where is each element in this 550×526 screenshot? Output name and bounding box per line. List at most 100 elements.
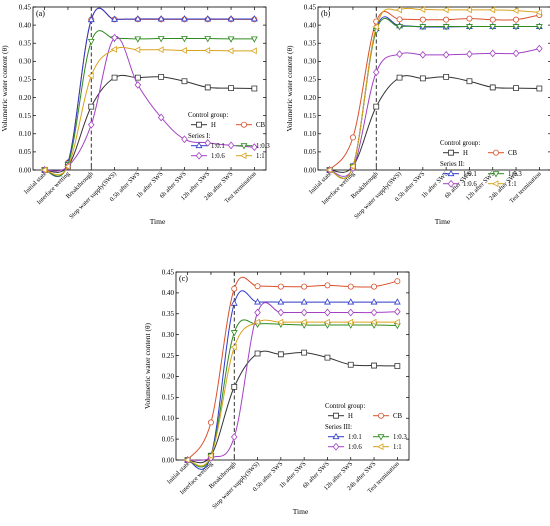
data-point-H [536,85,543,92]
legend-label-H: H [348,413,353,420]
data-point-1:1 [253,318,260,326]
data-point-1:1 [64,162,71,170]
data-point-1:0.1 [324,298,331,305]
chart-panel-2: 0.00 0.05 0.10 0.15 0.20 0.25 0.30 0.35 0.40 0.45… [285,3,550,226]
data-point-1:1 [393,318,400,326]
data-point-1:0.1 [227,15,235,22]
data-point-H [513,85,519,92]
legend-label-H: H [463,150,468,157]
data-point-CB [207,419,214,426]
data-point-1:0.1 [87,15,95,23]
legend-swatch-marker-1:0.3 [492,171,500,178]
data-point-H [371,362,377,369]
legend-label-CB: CB [508,150,518,157]
y-tick-label: 0.15 [19,112,32,120]
series-line-1:1 [187,319,398,467]
legend-label-1:0.1: 1:0.1 [348,434,362,441]
data-point-1:1 [40,166,48,174]
data-point-CB [254,283,261,290]
data-point-1:0.1 [134,15,142,22]
data-point-H [419,75,426,82]
data-point-H [251,85,258,92]
y-tick-label: 0.15 [304,112,317,120]
data-point-CB [347,283,354,290]
legend-swatch-marker-1:0.3 [240,143,248,150]
y-tick-label: 0.10 [304,130,317,138]
x-axis-title: Time [293,507,309,516]
data-point-1:0.6 [134,81,142,89]
legend-swatch-marker-CB [492,149,499,156]
data-point-1:0.1 [111,15,118,22]
y-tick-label: 0.30 [19,58,32,66]
data-point-1:1 [230,343,237,351]
legend-swatch-marker-CB [240,121,247,128]
legend-group-series: Series I: [188,133,211,140]
legend-group-control: Control group: [440,140,480,147]
legend-swatch-marker-1:0.1 [332,432,340,440]
x-axis-title: Time [150,217,166,226]
data-point-1:1 [395,6,402,14]
data-point-H [373,103,380,110]
legend-swatch-marker-1:1 [492,180,499,188]
legend-label-1:0.3: 1:0.3 [508,171,522,178]
legend: Control group: Series III: H CB 1:0.1 1:0.3 1:… [325,403,407,451]
data-point-1:1 [300,318,307,326]
y-tick-label: 0.25 [19,76,32,84]
legend: Control group: Series I:H CB 1:0.1 1:0.3 1:0.… [188,112,270,160]
y-tick-label: 0.40 [162,289,175,297]
data-point-CB [301,283,308,290]
y-tick-label: 0.35 [162,310,175,318]
plot-frame [317,6,550,171]
data-point-1:1 [465,6,472,14]
series-line-1:0.3 [187,319,398,468]
legend: Control group: Series II: H CB 1:0.1 1:0.3 1:0… [440,140,522,188]
data-point-1:0.6 [396,50,403,58]
data-point-H [394,363,401,369]
data-point-1:0.3 [466,24,473,31]
y-axis-title: Volumetric water content (θ) [0,45,9,132]
legend-label-CB: CB [256,122,266,129]
y-tick-label: 0.35 [304,40,317,48]
data-point-CB [419,16,426,23]
data-point-1:0.6 [230,433,238,441]
series-line-1:0.1 [44,7,255,178]
data-point-1:0.3 [230,330,238,337]
data-point-1:1 [87,72,94,80]
data-point-1:0.6 [204,138,212,147]
data-point-1:1 [372,23,379,31]
data-point-1:0.1 [393,298,401,305]
data-point-1:0.3 [419,24,427,31]
data-point-1:1 [349,162,356,170]
series-line-CB [329,11,540,171]
legend-group-control: Control group: [325,403,365,410]
data-point-1:1 [323,318,330,326]
y-tick-label: 0.05 [19,148,32,156]
data-point-1:1 [419,6,426,13]
plot-frame [32,6,267,171]
series-line-1:1 [44,46,255,176]
data-point-CB [513,16,520,23]
y-tick-label: 0.15 [162,394,175,402]
data-point-H [443,74,450,80]
data-point-H [111,74,118,81]
data-point-1:0.3 [250,36,258,43]
data-point-H [324,354,331,361]
series-line-1:0.6 [44,36,255,172]
legend-label-CB: CB [393,413,403,420]
data-point-H [301,349,308,356]
y-tick-label: 0.35 [19,40,32,48]
panel-label: (c) [179,274,188,283]
data-point-1:1 [512,7,519,15]
data-point-1:0.6 [372,68,380,77]
data-point-1:0.3 [512,24,520,31]
legend-swatch-marker-1:0.3 [377,434,385,441]
legend-label-1:0.1: 1:0.1 [463,171,477,178]
legend-swatch-marker-1:0.6 [447,179,455,188]
data-point-CB [466,15,473,22]
series-line-CB [187,276,398,461]
data-point-1:0.6 [254,308,261,317]
legend-swatch-marker-CB [377,412,384,419]
legend-label-1:0.1: 1:0.1 [211,143,225,150]
data-point-1:0.6 [87,120,95,129]
